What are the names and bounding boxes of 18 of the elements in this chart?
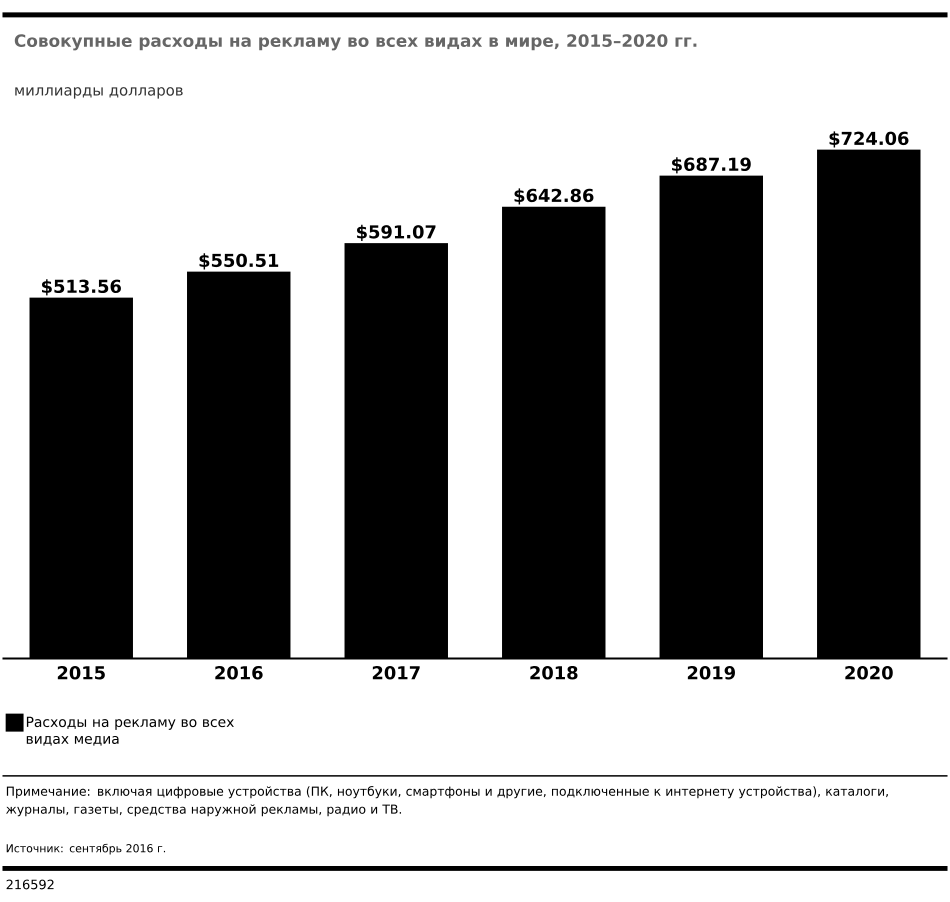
x-tick-label: 2018: [530, 666, 578, 680]
x-tick-label: 2017: [372, 666, 420, 680]
data-label: $687.19: [672, 157, 751, 174]
x-tick-label: 2016: [215, 666, 263, 680]
data-label: $642.86: [514, 188, 594, 204]
data-label: $724.06: [830, 131, 908, 148]
chart-title: Совокупные расходы на рекламу во всех видах в мире, 2015–2020 гг.: [14, 34, 696, 50]
x-tick-label: 2020: [845, 666, 893, 680]
data-label: $550.51: [200, 253, 278, 270]
x-tick-label: 2015: [58, 666, 105, 680]
chart-subtitle: миллиарды долларов: [15, 87, 183, 98]
legend-label: Расходы на рекламу во всех видах медиа: [26, 716, 234, 746]
text: 216592: [6, 879, 54, 890]
data-label: $513.56: [42, 279, 121, 296]
x-tick-label: 2019: [688, 666, 735, 680]
text: Примечание: включая цифровые устройства (ПК, ноутбуки, смартфоны и другие, подключенные к интернету устройства), каталоги, журналы, газеты, средства наружной рекламы, радио и ТВ.: [6, 786, 888, 816]
text: Источник: сентябрь 2016 г.: [6, 844, 166, 854]
data-label: $591.07: [357, 224, 436, 241]
